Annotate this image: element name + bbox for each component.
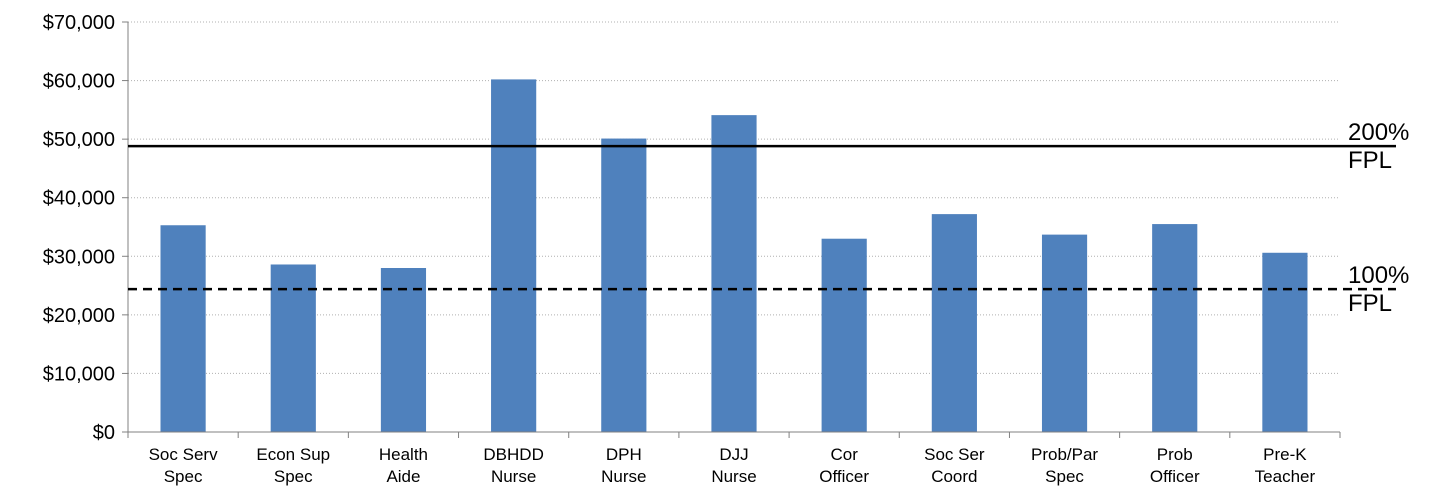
y-tick-label: $20,000 bbox=[43, 305, 115, 327]
bars bbox=[160, 79, 1308, 433]
y-tick-label: $0 bbox=[93, 422, 115, 444]
bar bbox=[270, 264, 316, 432]
y-axis-ticks: $0 $10,000 $20,000 $30,000 $40,000 $50,000 $60… bbox=[43, 12, 128, 444]
y-tick-label: $30,000 bbox=[43, 246, 115, 268]
y-tick-label: $40,000 bbox=[43, 188, 115, 210]
x-tick-label: Prob Officer bbox=[1150, 445, 1200, 486]
x-tick-label: Soc Serv Spec bbox=[149, 445, 218, 486]
axes bbox=[127, 22, 1340, 433]
bar bbox=[1041, 234, 1088, 432]
y-tick-label: $60,000 bbox=[43, 71, 115, 93]
bar bbox=[1262, 252, 1308, 432]
y-tick-label: $70,000 bbox=[43, 12, 115, 34]
bar bbox=[160, 225, 206, 432]
x-tick-label: Econ Sup Spec bbox=[256, 445, 330, 486]
bar bbox=[491, 79, 537, 433]
y-tick-label: $50,000 bbox=[43, 129, 115, 151]
bar bbox=[1152, 224, 1198, 432]
bar bbox=[380, 268, 427, 432]
bar bbox=[821, 238, 867, 432]
x-tick-label: DBHDD Nurse bbox=[483, 445, 543, 486]
x-tick-label: Prob/Par Spec bbox=[1031, 445, 1098, 486]
x-tick-label: Cor Officer bbox=[819, 445, 869, 486]
reference-line-label: 200% FPL bbox=[1348, 119, 1409, 174]
y-tick-label: $10,000 bbox=[43, 363, 115, 385]
x-tick-label: DJJ Nurse bbox=[711, 445, 756, 486]
reference-lines: 200% FPL 100% FPL bbox=[128, 119, 1409, 317]
x-tick-label: Health Aide bbox=[379, 445, 428, 486]
x-tick-label: Pre-K Teacher bbox=[1255, 445, 1316, 486]
x-tick-label: DPH Nurse bbox=[601, 445, 646, 486]
bar bbox=[711, 115, 757, 432]
bar bbox=[931, 214, 977, 432]
x-tick-label: Soc Ser Coord bbox=[924, 445, 985, 486]
bar bbox=[601, 138, 647, 433]
x-axis-ticks: Soc Serv Spec Econ Sup Spec Health Aide DBHDD N… bbox=[127, 432, 1341, 486]
reference-line-label: 100% FPL bbox=[1348, 262, 1409, 317]
